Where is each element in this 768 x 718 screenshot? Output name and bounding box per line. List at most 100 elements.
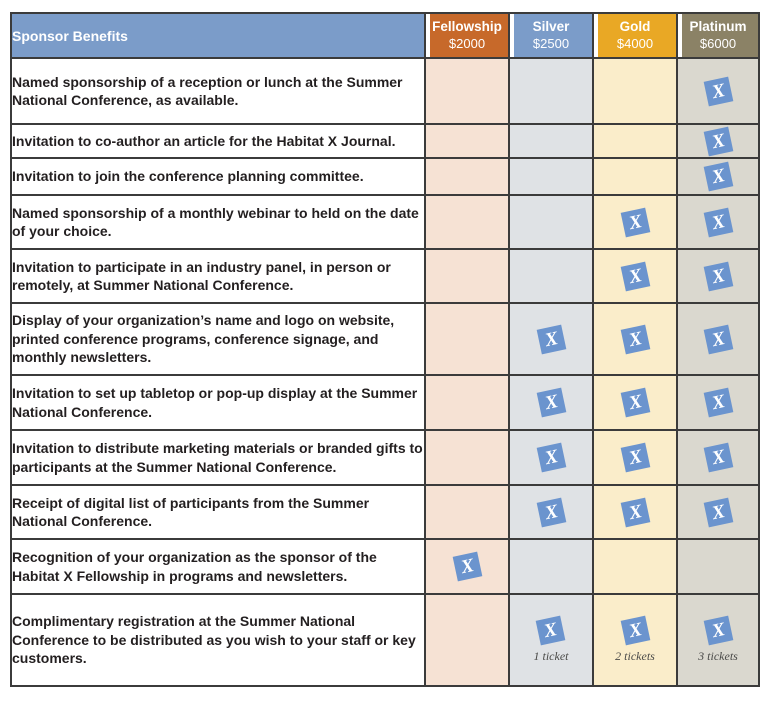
x-check-icon: X (703, 387, 733, 418)
tier-price: $2500 (532, 35, 570, 51)
x-check-icon: X (703, 442, 733, 473)
cell-fellowship: X (424, 194, 510, 250)
table-row: Named sponsorship of a monthly webinar t… (10, 194, 760, 250)
tier-header-gold: Gold $4000 (592, 12, 678, 59)
cell-gold: X (592, 248, 678, 304)
table-row: Invitation to distribute marketing mater… (10, 429, 760, 486)
cell-silver: X (508, 157, 594, 196)
x-check-icon: X (536, 442, 566, 473)
tier-header-silver: Silver $2500 (508, 12, 594, 59)
cell-fellowship: X (424, 157, 510, 196)
benefits-column-header: Sponsor Benefits (10, 12, 426, 59)
cell-silver: X (508, 429, 594, 486)
cell-fellowship: X (424, 302, 510, 376)
x-check-icon: X (703, 261, 733, 291)
table-row: Invitation to join the conference planni… (10, 157, 760, 196)
tier-header-fellowship: Fellowship $2000 (424, 12, 510, 59)
table-row: Complimentary registration at the Summer… (10, 593, 760, 687)
table-row: Named sponsorship of a reception or lunc… (10, 57, 760, 125)
cell-gold: X (592, 302, 678, 376)
x-check-icon: X (703, 207, 733, 237)
table-row: Recognition of your organization as the … (10, 538, 760, 595)
tier-price: $6000 (699, 35, 737, 51)
x-check-icon: X (620, 442, 650, 473)
benefit-text: Invitation to participate in an industry… (10, 248, 426, 304)
x-check-icon: X (620, 497, 650, 527)
ticket-count-label: 1 ticket (533, 649, 569, 663)
ticket-count-label: 3 tickets (698, 649, 738, 663)
x-check-icon: X (536, 324, 566, 354)
tier-price: $2000 (448, 35, 486, 51)
cell-silver: X (508, 194, 594, 250)
cell-fellowship: X (424, 123, 510, 159)
cell-fellowship: X (424, 374, 510, 431)
benefit-text: Named sponsorship of a monthly webinar t… (10, 194, 426, 250)
x-check-icon: X (620, 261, 650, 291)
benefit-text: Invitation to distribute marketing mater… (10, 429, 426, 486)
tier-price: $4000 (616, 35, 654, 51)
table-row: Invitation to set up tabletop or pop-up … (10, 374, 760, 431)
cell-platinum: X (676, 484, 760, 540)
cell-fellowship: X (424, 538, 510, 595)
ticket-count-label: 2 tickets (615, 649, 655, 663)
x-check-icon: X (536, 387, 566, 418)
benefit-text: Invitation to co-author an article for t… (10, 123, 426, 159)
x-check-icon: X (452, 551, 482, 582)
cell-silver: X (508, 538, 594, 595)
cell-platinum: X (676, 302, 760, 376)
cell-platinum: X (676, 157, 760, 196)
cell-gold: X (592, 484, 678, 540)
cell-platinum: X (676, 248, 760, 304)
cell-gold: X (592, 538, 678, 595)
benefit-text: Named sponsorship of a reception or lunc… (10, 57, 426, 125)
cell-silver: X (508, 302, 594, 376)
benefit-text: Display of your organization’s name and … (10, 302, 426, 376)
tier-name: Platinum (689, 18, 747, 34)
x-check-icon: X (703, 161, 733, 192)
x-check-icon: X (536, 497, 566, 527)
cell-platinum: X (676, 57, 760, 125)
cell-platinum: X (676, 374, 760, 431)
cell-silver: X (508, 484, 594, 540)
benefit-text: Complimentary registration at the Summer… (10, 593, 426, 687)
benefit-text: Invitation to set up tabletop or pop-up … (10, 374, 426, 431)
cell-gold: X (592, 194, 678, 250)
cell-gold: X (592, 123, 678, 159)
x-check-icon: X (620, 324, 650, 354)
cell-platinum: X (676, 429, 760, 486)
cell-silver: X (508, 123, 594, 159)
cell-platinum: X (676, 538, 760, 595)
benefit-text: Recognition of your organization as the … (10, 538, 426, 595)
tier-name: Silver (532, 18, 570, 34)
header-row: Sponsor Benefits Fellowship $2000 Silver… (10, 12, 760, 59)
cell-fellowship: X (424, 57, 510, 125)
benefit-text: Invitation to join the conference planni… (10, 157, 426, 196)
cell-silver: X 1 ticket (508, 593, 594, 687)
tier-name: Gold (619, 18, 651, 34)
cell-platinum: X 3 tickets (676, 593, 760, 687)
cell-gold: X (592, 429, 678, 486)
benefit-text: Receipt of digital list of participants … (10, 484, 426, 540)
x-check-icon: X (703, 324, 733, 354)
x-check-icon: X (620, 387, 650, 418)
table-row: Invitation to co-author an article for t… (10, 123, 760, 159)
x-check-icon: X (620, 207, 650, 237)
cell-gold: X (592, 157, 678, 196)
cell-fellowship: X (424, 429, 510, 486)
sponsor-benefits-table: Sponsor Benefits Fellowship $2000 Silver… (10, 12, 760, 687)
cell-gold: X 2 tickets (592, 593, 678, 687)
cell-fellowship: X (424, 484, 510, 540)
cell-gold: X (592, 374, 678, 431)
cell-silver: X (508, 374, 594, 431)
cell-fellowship: X (424, 248, 510, 304)
cell-silver: X (508, 57, 594, 125)
tier-header-platinum: Platinum $6000 (676, 12, 760, 59)
cell-platinum: X (676, 123, 760, 159)
cell-silver: X (508, 248, 594, 304)
cell-fellowship: X (424, 593, 510, 687)
x-check-icon: X (703, 76, 733, 106)
cell-gold: X (592, 57, 678, 125)
cell-platinum: X (676, 194, 760, 250)
x-check-icon: X (703, 615, 733, 646)
